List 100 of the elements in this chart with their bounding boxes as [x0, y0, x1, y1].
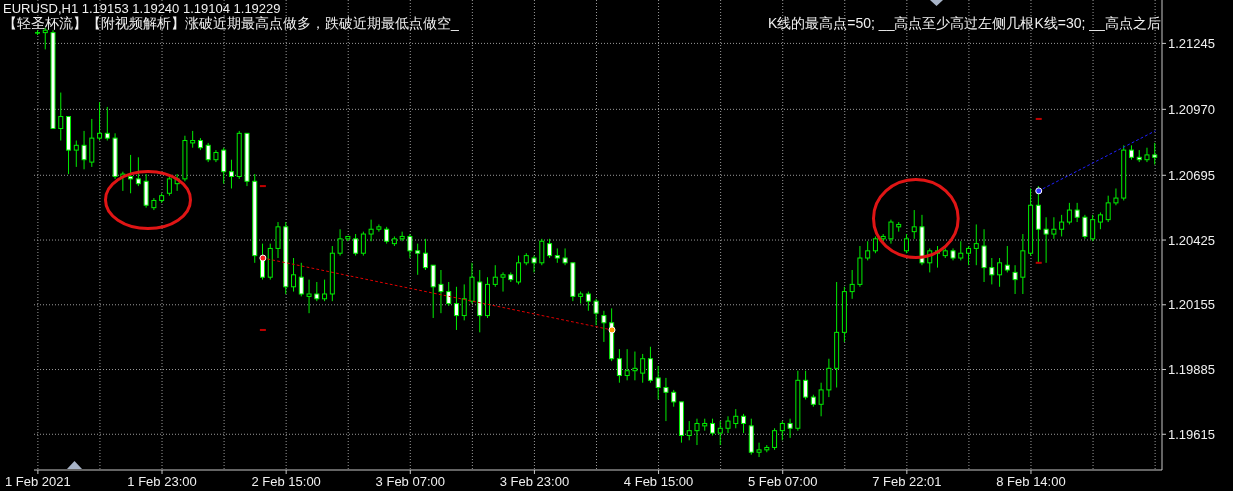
candlestick	[407, 233, 413, 259]
candlestick	[562, 247, 568, 266]
candlestick	[415, 243, 421, 276]
candlestick	[826, 358, 832, 398]
candlestick	[1059, 214, 1065, 237]
candlestick	[1066, 202, 1072, 225]
candlestick	[911, 209, 917, 240]
candlestick	[97, 101, 103, 142]
candlestick	[1035, 185, 1041, 264]
candlestick	[461, 283, 467, 321]
candlestick	[647, 346, 653, 384]
candlestick	[275, 221, 281, 259]
candlestick	[104, 106, 110, 142]
candlestick	[655, 365, 661, 400]
candlestick	[58, 92, 64, 142]
x-tick-label: 8 Feb 14:00	[996, 474, 1066, 489]
candlestick	[492, 264, 498, 288]
y-tick-label: 1.20970	[1168, 101, 1215, 117]
candlestick	[1043, 216, 1049, 264]
candlestick	[616, 348, 622, 384]
candlestick	[453, 286, 459, 331]
candlestick	[849, 269, 855, 300]
candlestick	[1090, 214, 1096, 242]
candlestick	[422, 238, 428, 271]
point	[608, 326, 616, 334]
candlestick	[981, 228, 987, 283]
candlestick	[81, 130, 87, 170]
candlestick	[1012, 264, 1018, 295]
candlestick	[585, 291, 591, 312]
y-tick-label: 1.20425	[1168, 232, 1215, 248]
candlestick	[368, 219, 374, 242]
candlestick	[438, 269, 444, 314]
candlestick	[966, 245, 972, 266]
x-tick-label: 1 Feb 23:00	[127, 474, 197, 489]
candlestick	[298, 262, 304, 297]
point	[259, 254, 267, 262]
candlestick	[516, 255, 522, 285]
candlestick	[376, 223, 382, 233]
candlestick	[135, 156, 141, 187]
candlestick	[725, 415, 731, 434]
y-tick-label: 1.19615	[1168, 426, 1215, 442]
candlestick	[958, 240, 964, 261]
candlestick	[989, 257, 995, 285]
x-tick-label: 1 Feb 2021	[4, 474, 71, 489]
candlestick	[787, 418, 793, 439]
candlestick	[89, 118, 95, 168]
candlestick	[1152, 142, 1158, 165]
candlestick	[903, 233, 909, 254]
candlestick	[772, 427, 778, 451]
x-tick-label: 5 Feb 07:00	[748, 474, 818, 489]
candlestick	[322, 279, 328, 302]
candlestick	[360, 231, 366, 257]
candlestick	[686, 420, 692, 441]
candlestick	[640, 353, 646, 384]
candlestick	[593, 298, 599, 326]
candlestick	[430, 264, 436, 319]
candlestick	[779, 420, 785, 441]
candlestick	[500, 271, 506, 293]
x-tick-label: 3 Feb 07:00	[375, 474, 445, 489]
candlestick	[291, 257, 297, 293]
candlestick	[973, 223, 979, 266]
chart-title: EURUSD,H1 1.19153 1.19240 1.19104 1.19229	[3, 1, 281, 16]
x-tick-label: 3 Feb 23:00	[499, 474, 570, 489]
candlestick	[1105, 195, 1111, 223]
candlestick	[228, 159, 234, 189]
candlestick	[663, 377, 669, 422]
candlestick	[624, 348, 630, 381]
candlestick	[733, 408, 739, 429]
candlestick	[469, 262, 475, 305]
candlestick	[205, 142, 211, 163]
candlestick	[1082, 214, 1088, 240]
candlestick	[547, 238, 553, 259]
candlestick	[888, 219, 894, 245]
candlestick	[531, 255, 537, 273]
candlestick	[601, 310, 607, 343]
candlestick	[306, 279, 312, 314]
y-tick-label: 1.19885	[1168, 362, 1215, 378]
y-tick-label: 1.20155	[1168, 297, 1215, 313]
candlestick	[756, 442, 762, 458]
candlestick	[143, 173, 149, 209]
y-tick-label: 1.20695	[1168, 167, 1215, 183]
point	[1035, 187, 1043, 195]
text: 【轻圣杯流】【附视频解析】涨破近期最高点做多，跌破近期最低点做空_	[3, 15, 459, 31]
x-tick-label: 2 Feb 15:00	[251, 474, 321, 489]
candlestick	[353, 233, 359, 257]
candlestick	[1051, 216, 1057, 240]
candlestick	[539, 238, 545, 266]
candlestick	[128, 154, 134, 194]
annotation: K线的最高点=50; __高点至少高过左侧几根K线=30; __高点之后	[768, 15, 1161, 31]
candlestick	[73, 140, 79, 168]
candlestick	[717, 420, 723, 446]
candlestick	[221, 147, 227, 185]
candlestick	[818, 382, 824, 417]
x-tick-label: 7 Feb 22:01	[872, 474, 942, 489]
candlestick	[1144, 147, 1150, 163]
y-tick-label: 1.21245	[1168, 36, 1215, 52]
candlestick	[1004, 245, 1010, 273]
candlestick	[1113, 187, 1119, 206]
candlestick	[741, 413, 747, 434]
candlestick	[694, 418, 700, 446]
